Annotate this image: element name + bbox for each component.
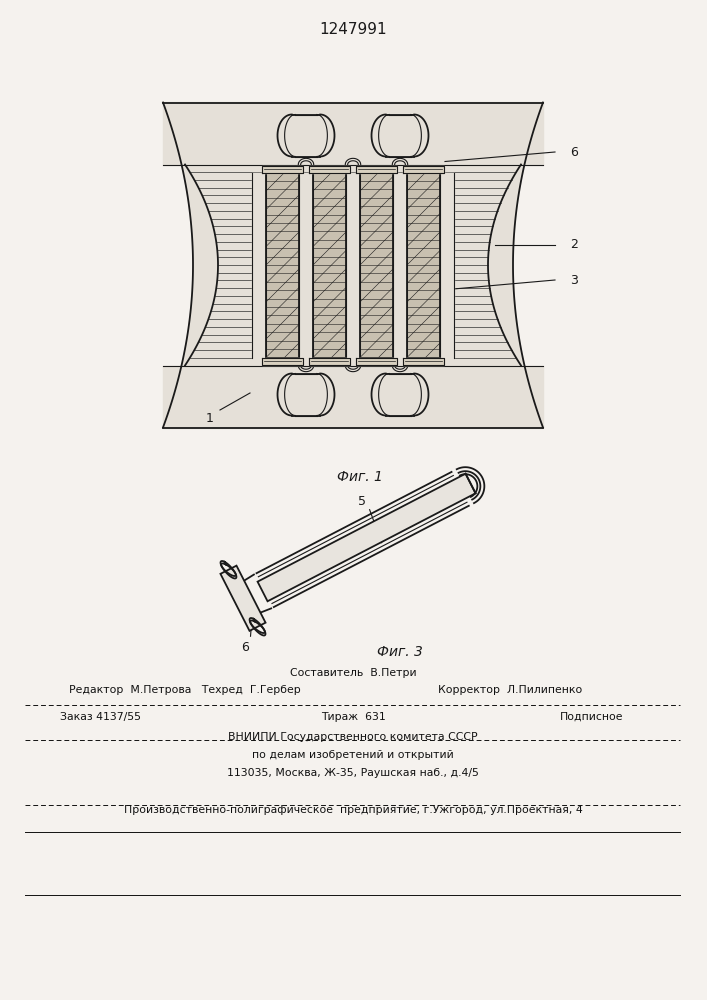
Polygon shape [262, 358, 303, 364]
Polygon shape [309, 165, 350, 172]
Polygon shape [440, 172, 454, 358]
Text: 6: 6 [242, 641, 250, 654]
Text: 3: 3 [570, 273, 578, 286]
Text: Заказ 4137/55: Заказ 4137/55 [60, 712, 141, 722]
Polygon shape [403, 165, 444, 172]
Text: Тираж  631: Тираж 631 [321, 712, 385, 722]
Text: ВНИИПИ Государственного комитета СССР: ВНИИПИ Государственного комитета СССР [228, 732, 478, 742]
Polygon shape [346, 172, 360, 358]
Polygon shape [360, 172, 393, 358]
Polygon shape [163, 103, 543, 428]
Text: 2: 2 [570, 238, 578, 251]
Polygon shape [221, 566, 266, 631]
Polygon shape [393, 172, 407, 358]
Text: 113035, Москва, Ж-35, Раушская наб., д.4/5: 113035, Москва, Ж-35, Раушская наб., д.4… [227, 768, 479, 778]
Polygon shape [252, 172, 266, 358]
Text: по делам изобретений и открытий: по делам изобретений и открытий [252, 750, 454, 760]
Polygon shape [257, 474, 476, 601]
Text: Подписное: Подписное [560, 712, 624, 722]
Polygon shape [403, 358, 444, 364]
Polygon shape [163, 365, 543, 428]
Polygon shape [356, 165, 397, 172]
Text: 6: 6 [570, 145, 578, 158]
Text: Составитель  В.Петри: Составитель В.Петри [290, 668, 416, 678]
Text: Редактор  М.Петрова   Техред  Г.Гербер: Редактор М.Петрова Техред Г.Гербер [69, 685, 301, 695]
Text: Фиг. 3: Фиг. 3 [377, 645, 423, 659]
Text: Производственно-полиграфическое  предприятие, г.Ужгород, ул.Проектная, 4: Производственно-полиграфическое предприя… [124, 805, 583, 815]
Text: Фиг. 1: Фиг. 1 [337, 470, 383, 484]
Polygon shape [299, 172, 313, 358]
Polygon shape [262, 165, 303, 172]
Text: Корректор  Л.Пилипенко: Корректор Л.Пилипенко [438, 685, 582, 695]
Polygon shape [309, 358, 350, 364]
Polygon shape [163, 103, 543, 164]
Polygon shape [407, 172, 440, 358]
Polygon shape [266, 172, 299, 358]
Polygon shape [313, 172, 346, 358]
Polygon shape [356, 358, 397, 364]
Text: 1: 1 [206, 412, 214, 425]
Text: 1247991: 1247991 [319, 22, 387, 37]
Text: 5: 5 [358, 495, 366, 508]
